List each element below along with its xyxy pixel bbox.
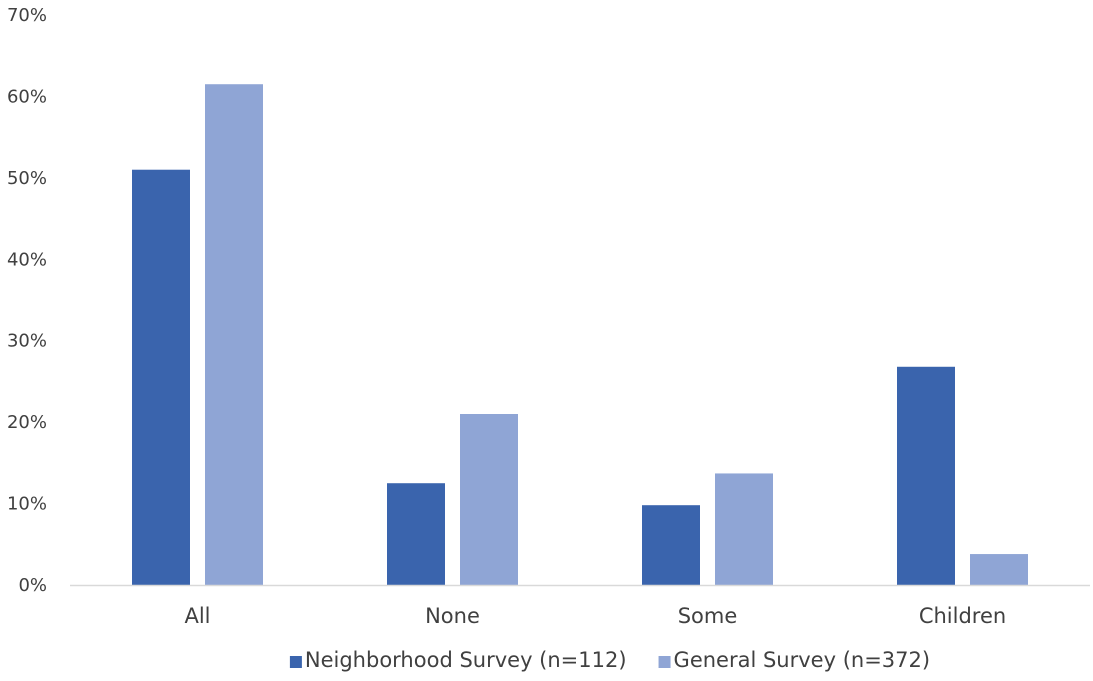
legend-swatch xyxy=(658,656,671,668)
y-tick-label: 20% xyxy=(7,412,47,433)
bar-all-series-1 xyxy=(132,169,190,585)
y-tick-label: 50% xyxy=(7,168,47,189)
y-axis-ticks: 0% 10% 20% 30% 40% 50% 60% 70% xyxy=(7,5,47,596)
x-tick-label-some: Some xyxy=(678,604,738,628)
bar-none-series-2 xyxy=(460,414,518,585)
legend-item-series-1: Neighborhood Survey (n=112) xyxy=(289,648,627,672)
bar-some-series-2 xyxy=(715,473,773,585)
bar-groups xyxy=(132,84,1028,585)
bar-some-series-1 xyxy=(642,505,700,585)
bar-none-series-1 xyxy=(387,483,445,585)
legend: Neighborhood Survey (n=112) General Surve… xyxy=(289,648,931,672)
y-tick-label: 30% xyxy=(7,331,47,352)
y-tick-label: 70% xyxy=(7,5,47,26)
x-axis-labels: All None Some Children xyxy=(184,604,1006,628)
y-tick-label: 60% xyxy=(7,86,47,107)
legend-label: Neighborhood Survey (n=112) xyxy=(305,648,627,672)
x-tick-label-children: Children xyxy=(919,604,1006,628)
x-tick-label-none: None xyxy=(425,604,480,628)
bar-children-series-2 xyxy=(970,554,1028,585)
bar-children-series-1 xyxy=(897,366,955,585)
y-tick-label: 10% xyxy=(7,494,47,515)
legend-label: General Survey (n=372) xyxy=(674,648,931,672)
legend-swatch xyxy=(289,656,302,668)
y-tick-label: 0% xyxy=(18,575,47,596)
bar-all-series-2 xyxy=(205,84,263,585)
legend-item-series-2: General Survey (n=372) xyxy=(658,648,931,672)
x-tick-label-all: All xyxy=(184,604,210,628)
y-tick-label: 40% xyxy=(7,249,47,270)
